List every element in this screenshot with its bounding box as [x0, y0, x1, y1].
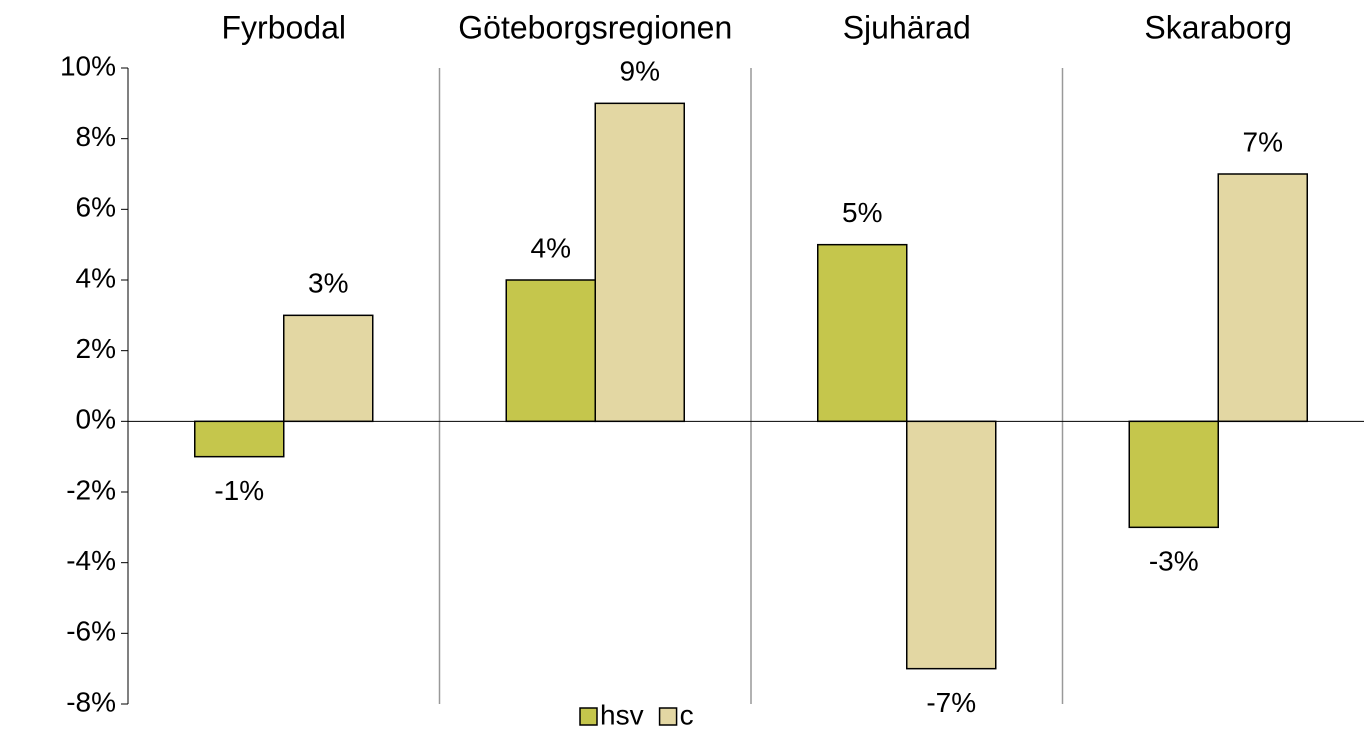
bar: [594, 102, 685, 423]
y-tick-label: -6%: [66, 616, 116, 647]
category-label: Fyrbodal: [222, 9, 347, 45]
y-tick-label: 6%: [76, 192, 116, 223]
y-tick-label: -4%: [66, 545, 116, 576]
bar: [194, 420, 285, 458]
legend-label: hsv: [600, 699, 644, 729]
data-label: 7%: [1243, 126, 1283, 157]
y-tick-label: 0%: [76, 404, 116, 435]
y-tick-label: 2%: [76, 333, 116, 364]
data-label: 5%: [842, 197, 882, 228]
data-label: 3%: [308, 268, 348, 299]
legend-label: c: [680, 699, 694, 729]
bar: [1128, 420, 1219, 529]
data-label: 4%: [531, 232, 571, 263]
legend-swatch: [579, 707, 598, 726]
data-label: -3%: [1149, 546, 1199, 577]
bar: [283, 314, 374, 423]
category-label: Sjuhärad: [843, 9, 971, 45]
data-label: 9%: [620, 56, 660, 87]
y-tick-label: 8%: [76, 121, 116, 152]
bar: [1217, 173, 1308, 423]
data-label: -1%: [214, 475, 264, 506]
bar: [906, 420, 997, 670]
legend-swatch: [658, 707, 678, 726]
y-tick-label: -8%: [66, 686, 116, 717]
bar: [505, 279, 596, 423]
y-tick-label: -2%: [66, 474, 116, 505]
category-label: Skaraborg: [1144, 9, 1292, 45]
bar: [817, 243, 908, 423]
y-tick-label: 4%: [76, 262, 116, 293]
data-label: -7%: [926, 687, 976, 718]
category-label: Göteborgsregionen: [458, 9, 732, 45]
y-tick-label: 10%: [60, 50, 116, 81]
